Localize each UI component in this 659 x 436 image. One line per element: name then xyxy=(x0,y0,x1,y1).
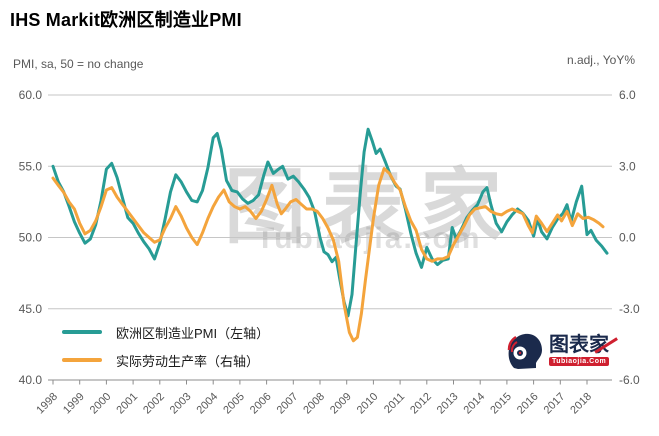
right-axis-tick-label: 3.0 xyxy=(619,159,636,173)
logo-banner: Tubiaojia.Com xyxy=(549,356,610,366)
left-axis-tick-label: 45.0 xyxy=(19,302,43,316)
x-axis-year-label: 2010 xyxy=(355,391,381,417)
x-axis-year-label: 2002 xyxy=(141,391,167,417)
x-axis-year-label: 2007 xyxy=(275,391,301,417)
x-axis-year-label: 2001 xyxy=(114,391,140,417)
right-axis-tick-label: 6.0 xyxy=(619,88,636,102)
x-axis-year-label: 2006 xyxy=(248,391,274,417)
x-axis-year-label: 2015 xyxy=(488,391,514,417)
legend: 欧洲区制造业PMI（左轴） 实际劳动生产率（右轴） xyxy=(62,318,269,374)
x-axis-year-label: 2009 xyxy=(328,391,354,417)
x-axis-year-label: 2014 xyxy=(462,391,488,417)
left-axis-caption: PMI, sa, 50 = no change xyxy=(13,57,144,71)
productivity-line xyxy=(51,167,605,343)
right-axis-tick-label: 0.0 xyxy=(619,231,636,245)
left-axis-tick-label: 60.0 xyxy=(19,88,43,102)
x-axis-year-label: 1999 xyxy=(61,391,87,417)
x-axis-year-label: 1998 xyxy=(34,391,60,417)
productivity-legend-label: 实际劳动生产率（右轴） xyxy=(116,353,260,369)
productivity-line-swatch xyxy=(62,358,102,362)
left-axis-tick-label: 40.0 xyxy=(19,373,43,387)
pmi-line xyxy=(51,127,609,318)
x-axis-year-label: 2008 xyxy=(301,391,327,417)
watermark-url-text: Tubiaojia.com xyxy=(256,222,482,255)
x-axis-year-label: 2012 xyxy=(408,391,434,417)
pmi-line-swatch xyxy=(62,330,102,334)
chart-title: IHS Markit欧洲区制造业PMI xyxy=(10,10,242,30)
x-axis-year-label: 2000 xyxy=(88,391,114,417)
x-axis-year-label: 2018 xyxy=(568,391,594,417)
right-axis-tick-label: -3.0 xyxy=(619,302,640,316)
tubiaojia-logo: 图表家 Tubiaojia.Com xyxy=(506,330,618,370)
x-axis-year-label: 2013 xyxy=(435,391,461,417)
x-axis-year-label: 2017 xyxy=(542,391,568,417)
x-axis-year-label: 2016 xyxy=(515,391,541,417)
left-axis-tick-label: 55.0 xyxy=(19,159,43,173)
x-axis-year-label: 2004 xyxy=(195,391,221,417)
x-axis-year-label: 2011 xyxy=(382,391,407,416)
right-axis-caption: n.adj., YoY% xyxy=(566,53,635,67)
legend-item-pmi: 欧洲区制造业PMI（左轴） xyxy=(62,318,269,346)
legend-item-productivity: 实际劳动生产率（右轴） xyxy=(62,346,269,374)
left-axis-tick-label: 50.0 xyxy=(19,231,43,245)
right-axis-tick-label: -6.0 xyxy=(619,373,640,387)
logo-name: 图表家 xyxy=(549,333,609,356)
x-axis-year-label: 2003 xyxy=(168,391,194,417)
pmi-legend-label: 欧洲区制造业PMI（左轴） xyxy=(116,325,270,341)
logo-head-icon xyxy=(507,333,542,369)
x-axis-year-label: 2005 xyxy=(221,391,247,417)
